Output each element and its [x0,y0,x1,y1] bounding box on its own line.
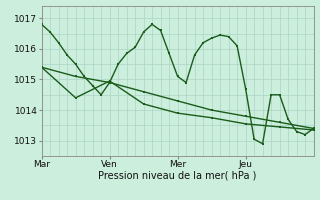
X-axis label: Pression niveau de la mer( hPa ): Pression niveau de la mer( hPa ) [99,171,257,181]
